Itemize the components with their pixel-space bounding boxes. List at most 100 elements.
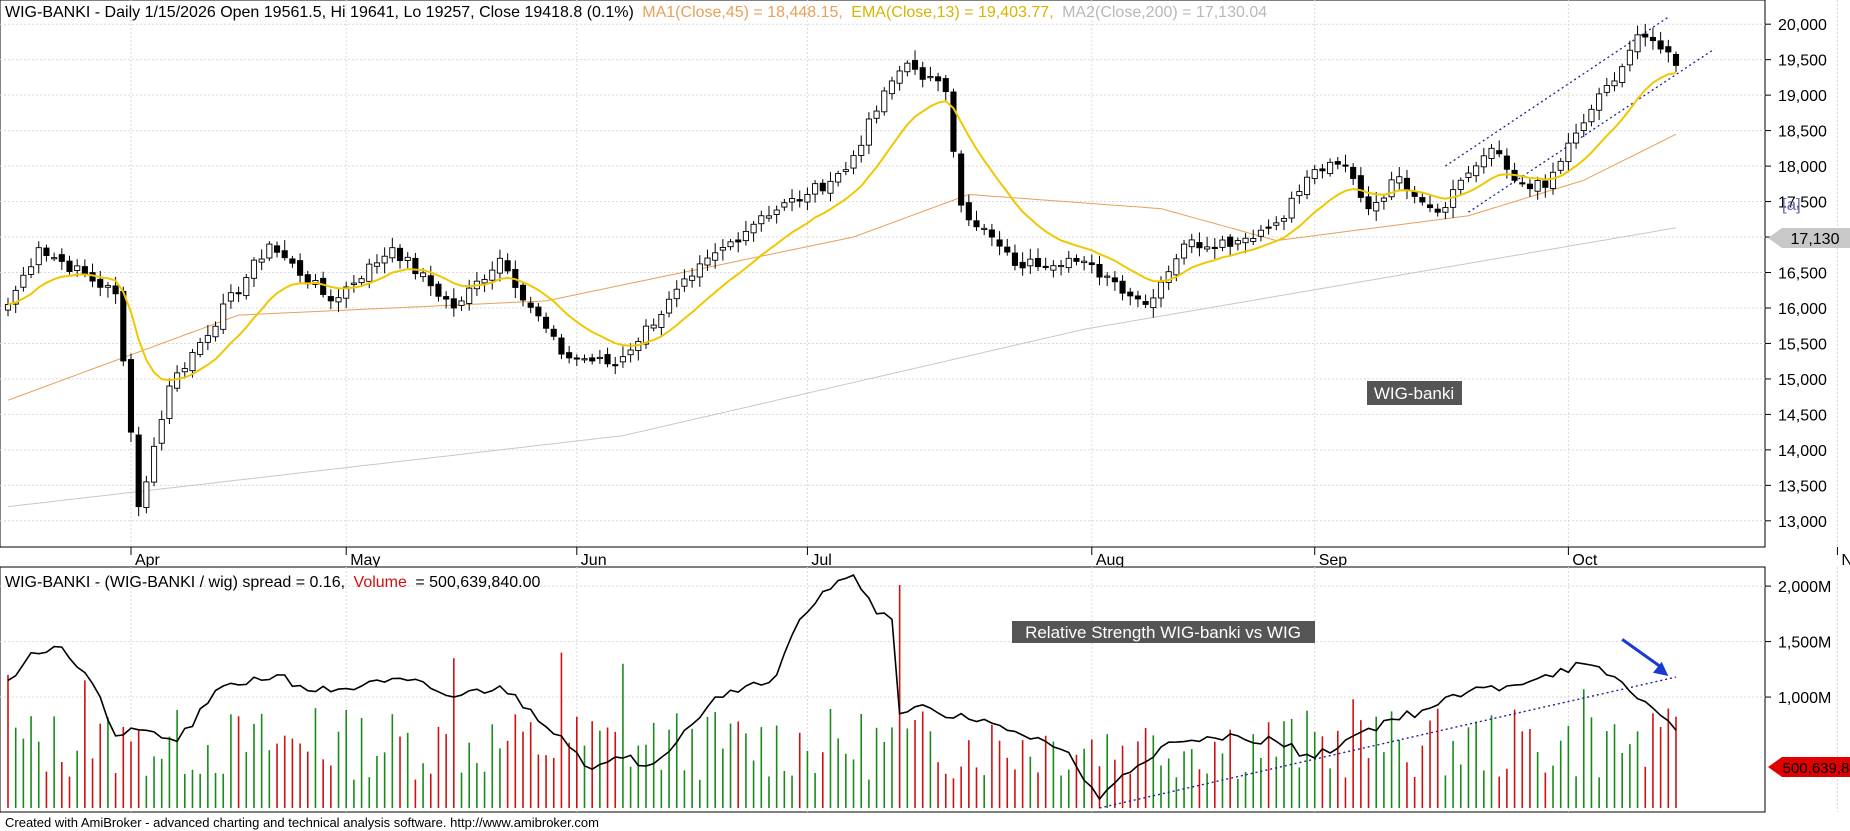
header-ema: EMA(Close,13) = 19,403.77, [851,4,1053,21]
candle-body [988,229,995,238]
candle-body [527,302,534,308]
candle-body [74,265,81,271]
series-label-text: WIG-banki [1374,384,1454,403]
candle-body [1119,280,1126,294]
candle-body [81,266,88,275]
candle-body [1626,49,1633,66]
candle-body [1649,36,1656,42]
upper-panel: 13,000 13,500 14,000 14,500 15,000 15,500 16,0… [0,0,1850,569]
candle-body [1273,222,1280,226]
candle-body [97,278,104,288]
upper-y-axis-ticks: 13,000 13,500 14,000 14,500 15,000 15,500 16,0… [1765,17,1827,531]
candle-body [1488,147,1495,159]
volume-marker-text: 500,639,8 [1783,760,1850,777]
arrow-shaft [1621,638,1664,670]
candle-body [189,352,196,372]
candle-body [865,118,872,146]
candle-body [1526,183,1534,190]
price-trendlines [1445,16,1715,213]
candle-body [858,144,865,156]
candle-body [12,289,19,305]
y-tick-label: 14,500 [1778,407,1827,424]
candle-body [212,325,219,338]
candle-body [1534,180,1541,192]
candle-body [1134,295,1141,300]
volume-marker: 500,639,8 [1768,757,1850,777]
candle-body [1081,260,1088,264]
candle-body [550,328,557,337]
candle-body [135,434,142,508]
candle-body [788,198,796,203]
candle-body [1580,122,1587,132]
x-tick-label: Jun [581,552,607,569]
rs-label-pill: Relative Strength WIG-banki vs WIG [1012,621,1315,643]
candle-body [220,303,227,330]
candle-body [727,241,734,248]
candle-body [1250,238,1257,242]
candle-body [112,285,119,295]
volume-bars [7,584,1677,808]
candle-body [143,481,150,508]
candle-body [1503,155,1510,170]
candle-body [4,303,12,311]
x-tick-label: Nov [1841,552,1850,569]
upper-gridlines [0,0,1838,547]
candle-body [750,223,757,234]
candle-body [373,262,381,267]
header-prefix: WIG-BANKI - Daily 1/15/2026 Open 19561.5… [5,4,634,21]
candle-body [1073,257,1080,262]
candle-body [227,292,234,302]
y-tick-label: 19,500 [1778,53,1827,70]
candle-body [381,255,388,264]
candle-body [1265,226,1272,229]
x-tick-label: Oct [1572,552,1597,569]
candle-body [443,296,450,300]
y-tick-label: 19,000 [1778,88,1827,105]
candle-body [1396,176,1403,184]
candle-body [1403,177,1411,190]
candle-body [1011,252,1018,266]
candle-body [873,110,880,119]
candle-body [120,290,127,362]
candle-body [942,78,949,93]
x-tick-label: May [350,552,380,569]
candle-body [1357,175,1364,198]
y-tick-label: 17,500 [1778,195,1827,212]
last-value-marker-shape [1768,228,1850,248]
candle-body [43,247,50,256]
y-tick-label: 16,500 [1778,266,1827,283]
candle-body [150,445,158,483]
candle-body [1311,169,1318,179]
header-ma1: MA1(Close,45) = 18,448.15, [642,4,843,21]
candle-body [1496,150,1503,155]
last-value-marker: 17,130 [1768,228,1850,248]
x-tick-label: Aug [1096,552,1124,569]
candle-body [1088,262,1095,266]
candle-body [1227,236,1234,247]
candle-body [558,337,565,355]
candle-body [343,286,350,299]
candle-body [35,247,42,266]
lower-header-volume-label: Volume [354,574,407,591]
candle-body [950,91,957,152]
y-tick-label: 15,000 [1778,372,1827,389]
candle-body [596,356,603,360]
candle-body [51,257,58,260]
candle-body [1257,229,1264,237]
candle-body [996,239,1003,247]
down-arrow-icon [1621,638,1669,676]
candle-body [350,282,357,285]
y-tick-label: 18,500 [1778,124,1827,141]
candle-body [235,292,242,295]
candle-body [689,275,696,281]
candlesticks [4,23,1680,517]
candle-body [896,70,903,84]
candle-body [911,60,919,70]
candle-body [1327,161,1334,175]
candle-body [927,76,934,79]
candle-body [965,202,972,221]
spread-trendline [1099,676,1677,809]
candle-body [642,325,650,345]
candle-body [1473,165,1480,177]
candle-body [1611,80,1618,87]
